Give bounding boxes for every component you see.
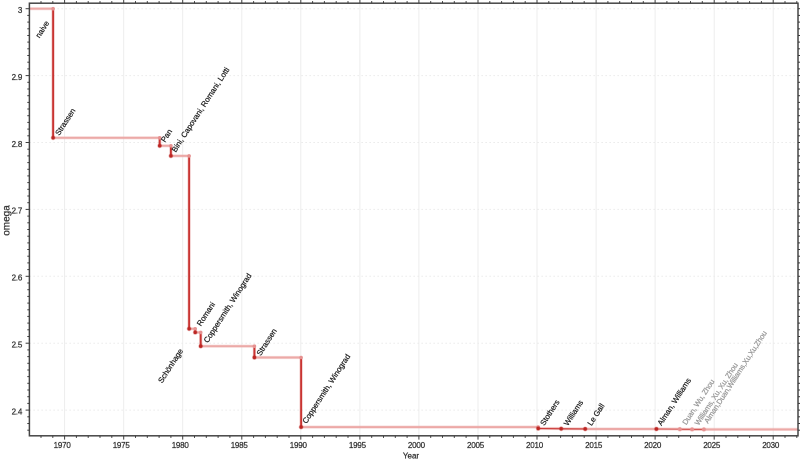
svg-text:2015: 2015 xyxy=(585,441,603,450)
svg-text:2.6: 2.6 xyxy=(12,274,23,283)
svg-text:1990: 1990 xyxy=(290,441,308,450)
svg-text:Year: Year xyxy=(403,451,420,460)
svg-text:2030: 2030 xyxy=(762,441,780,450)
svg-text:1995: 1995 xyxy=(349,441,367,450)
svg-text:2.5: 2.5 xyxy=(12,341,23,350)
svg-text:omega: omega xyxy=(2,205,13,236)
svg-text:2020: 2020 xyxy=(644,441,662,450)
svg-text:1975: 1975 xyxy=(113,441,131,450)
svg-text:3: 3 xyxy=(18,6,23,15)
svg-text:2.4: 2.4 xyxy=(12,407,23,416)
svg-text:1980: 1980 xyxy=(172,441,190,450)
svg-text:2.7: 2.7 xyxy=(12,207,23,216)
svg-text:2.8: 2.8 xyxy=(12,140,23,149)
svg-text:2005: 2005 xyxy=(467,441,485,450)
svg-text:2000: 2000 xyxy=(408,441,426,450)
svg-text:2.9: 2.9 xyxy=(12,73,23,82)
svg-text:1985: 1985 xyxy=(231,441,249,450)
svg-text:2010: 2010 xyxy=(526,441,544,450)
svg-text:2025: 2025 xyxy=(703,441,721,450)
svg-text:1970: 1970 xyxy=(54,441,72,450)
